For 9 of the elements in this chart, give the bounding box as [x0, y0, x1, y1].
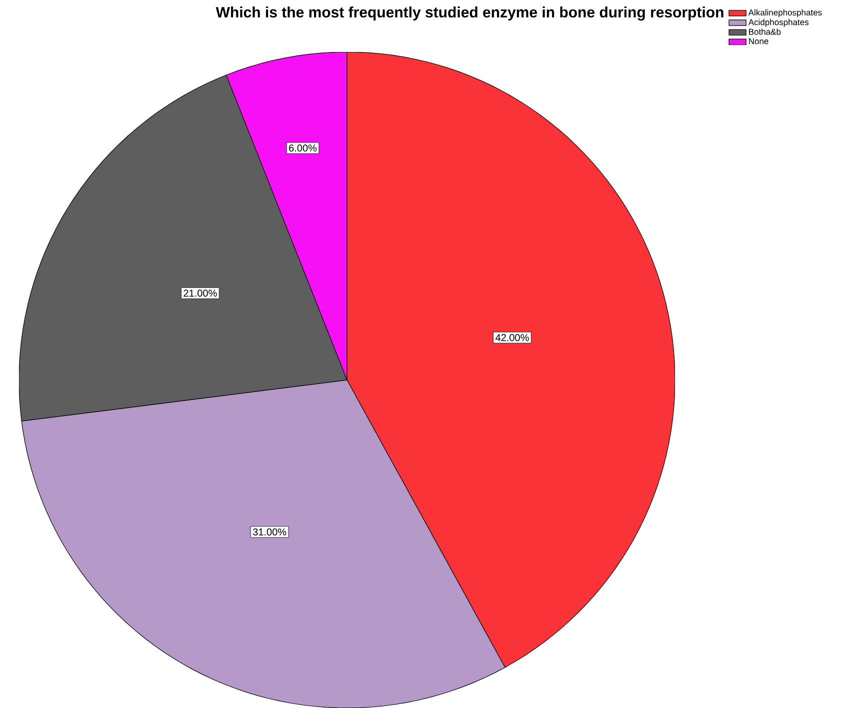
legend-label: None	[749, 38, 768, 44]
legend-label: Botha&b	[749, 28, 781, 35]
data-label: 42.00%	[495, 334, 529, 342]
legend-label: Alkalinephosphates	[748, 9, 822, 18]
data-label: 6.00%	[289, 144, 317, 152]
chart-title: Which is the most frequently studied enzyme in bone during resorption	[216, 6, 724, 21]
data-label: 31.00%	[252, 528, 286, 536]
legend-label: Acidphosphates	[748, 18, 809, 27]
data-label: 21.00%	[184, 290, 217, 297]
